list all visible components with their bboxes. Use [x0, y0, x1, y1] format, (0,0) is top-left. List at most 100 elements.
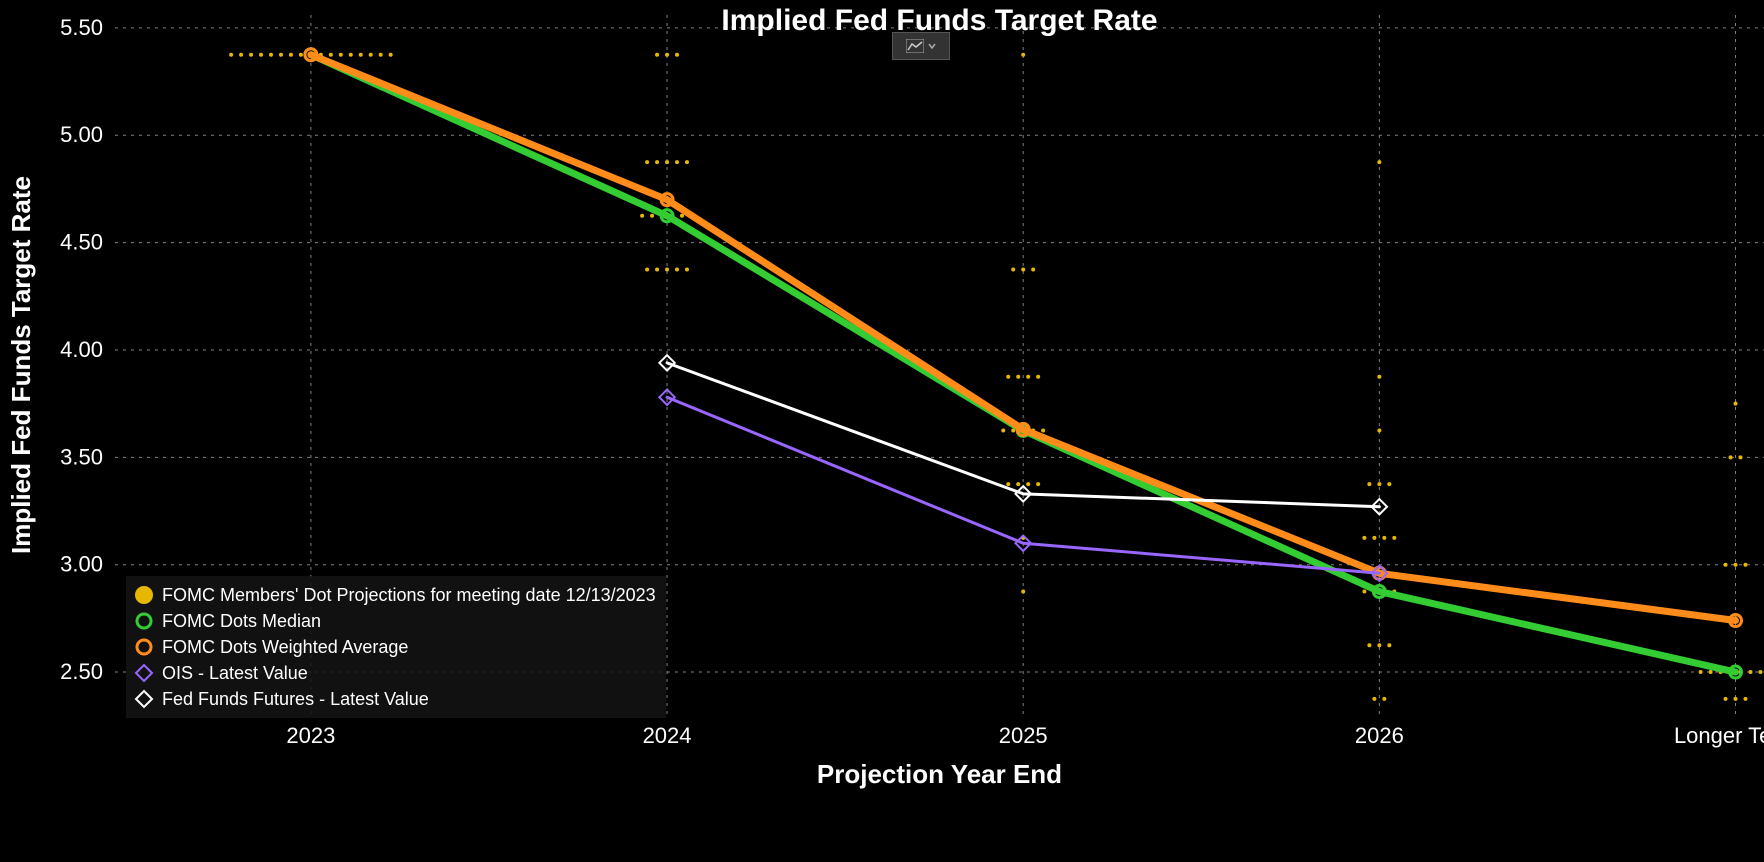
legend-swatch: [134, 689, 154, 709]
chevron-down-icon: [928, 42, 936, 50]
dot-projection-marker: [229, 53, 233, 57]
dot-projection-marker: [389, 53, 393, 57]
dot-projection-marker: [1709, 670, 1713, 674]
dot-projection-marker: [1006, 482, 1010, 486]
dot-projection-marker: [675, 267, 679, 271]
y-tick-label: 4.50: [60, 230, 103, 255]
dot-projection-marker: [1734, 563, 1738, 567]
dot-projection-marker: [239, 53, 243, 57]
dot-projection-marker: [1699, 670, 1703, 674]
legend-label: FOMC Dots Weighted Average: [162, 634, 408, 660]
dot-projection-marker: [1382, 697, 1386, 701]
dot-projection-marker: [1392, 536, 1396, 540]
dot-projection-marker: [249, 53, 253, 57]
legend-label: FOMC Dots Median: [162, 608, 321, 634]
x-tick-label: 2025: [999, 723, 1048, 748]
dot-projection-marker: [379, 53, 383, 57]
dot-projection-marker: [1377, 643, 1381, 647]
chart-toolbar[interactable]: [892, 32, 950, 60]
dot-projection-marker: [650, 214, 654, 218]
x-tick-label: 2023: [286, 723, 335, 748]
dot-projection-marker: [1011, 267, 1015, 271]
dot-projection-marker: [259, 53, 263, 57]
dot-projection-marker: [339, 53, 343, 57]
x-tick-label: 2024: [643, 723, 692, 748]
dot-projection-marker: [299, 53, 303, 57]
legend-label: Fed Funds Futures - Latest Value: [162, 686, 429, 712]
legend-item[interactable]: FOMC Dots Weighted Average: [134, 634, 656, 660]
dot-projection-marker: [1001, 428, 1005, 432]
legend-label: OIS - Latest Value: [162, 660, 308, 686]
y-tick-label: 5.00: [60, 122, 103, 147]
dot-projection-marker: [1724, 563, 1728, 567]
dot-projection-marker: [1743, 563, 1747, 567]
chart-container: 2.503.003.504.004.505.005.50202320242025…: [0, 0, 1764, 862]
legend-swatch: [134, 663, 154, 683]
x-tick-label: 2026: [1355, 723, 1404, 748]
dot-projection-marker: [1724, 697, 1728, 701]
dot-projection-marker: [1021, 267, 1025, 271]
dot-projection-marker: [359, 53, 363, 57]
dot-projection-marker: [1006, 375, 1010, 379]
dot-projection-marker: [1362, 590, 1366, 594]
dot-projection-marker: [1372, 536, 1376, 540]
dot-projection-marker: [655, 53, 659, 57]
dot-projection-marker: [349, 53, 353, 57]
dot-projection-marker: [1026, 375, 1030, 379]
legend-swatch: [134, 611, 154, 631]
dot-projection-marker: [1021, 590, 1025, 594]
dot-projection-marker: [665, 160, 669, 164]
dot-projection-marker: [329, 53, 333, 57]
dot-projection-marker: [640, 214, 644, 218]
dot-projection-marker: [1743, 697, 1747, 701]
y-tick-label: 4.00: [60, 337, 103, 362]
dot-projection-marker: [645, 267, 649, 271]
dot-projection-marker: [1734, 402, 1738, 406]
legend-item[interactable]: Fed Funds Futures - Latest Value: [134, 686, 656, 712]
dot-projection-marker: [1016, 482, 1020, 486]
legend-label: FOMC Members' Dot Projections for meetin…: [162, 582, 656, 608]
dot-projection-marker: [1367, 643, 1371, 647]
y-tick-label: 3.50: [60, 444, 103, 469]
dot-projection-marker: [1377, 160, 1381, 164]
legend-item[interactable]: OIS - Latest Value: [134, 660, 656, 686]
dot-projection-marker: [1377, 375, 1381, 379]
dot-projection-marker: [289, 53, 293, 57]
dot-projection-marker: [1729, 455, 1733, 459]
dot-projection-marker: [1367, 482, 1371, 486]
x-tick-label: Longer Term: [1674, 723, 1764, 748]
x-axis-label: Projection Year End: [817, 759, 1062, 789]
dot-projection-marker: [369, 53, 373, 57]
chart-icon: [906, 39, 924, 53]
chart-svg: 2.503.003.504.004.505.005.50202320242025…: [0, 0, 1764, 862]
dot-projection-marker: [1748, 670, 1752, 674]
legend-swatch: [134, 637, 154, 657]
dot-projection-marker: [675, 160, 679, 164]
dot-projection-marker: [645, 160, 649, 164]
dot-projection-marker: [675, 53, 679, 57]
dot-projection-marker: [1387, 482, 1391, 486]
dot-projection-marker: [279, 53, 283, 57]
y-axis-label: Implied Fed Funds Target Rate: [6, 176, 36, 554]
dot-projection-marker: [1382, 536, 1386, 540]
dot-projection-marker: [269, 53, 273, 57]
dot-projection-marker: [1362, 536, 1366, 540]
dot-projection-marker: [665, 53, 669, 57]
dot-projection-marker: [665, 267, 669, 271]
dot-projection-marker: [1031, 267, 1035, 271]
y-tick-label: 5.50: [60, 15, 103, 40]
legend-item[interactable]: FOMC Dots Median: [134, 608, 656, 634]
dot-projection-marker: [1734, 697, 1738, 701]
dot-projection-marker: [1738, 455, 1742, 459]
dot-projection-marker: [1377, 482, 1381, 486]
legend-swatch: [134, 585, 154, 605]
dot-projection-marker: [1036, 482, 1040, 486]
dot-projection-marker: [655, 160, 659, 164]
legend: FOMC Members' Dot Projections for meetin…: [126, 576, 666, 718]
dot-projection-marker: [1036, 375, 1040, 379]
dot-projection-marker: [655, 267, 659, 271]
y-tick-label: 3.00: [60, 552, 103, 577]
legend-item[interactable]: FOMC Members' Dot Projections for meetin…: [134, 582, 656, 608]
dot-projection-marker: [1377, 428, 1381, 432]
dot-projection-marker: [685, 267, 689, 271]
